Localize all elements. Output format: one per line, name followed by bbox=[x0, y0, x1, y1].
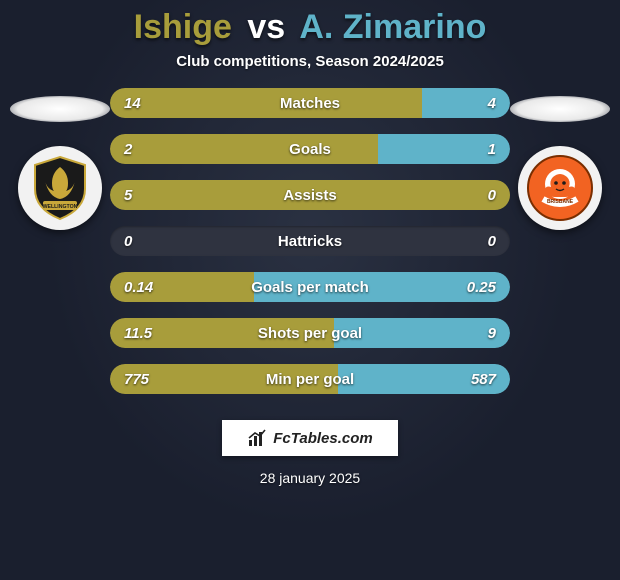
stat-value-right: 587 bbox=[471, 371, 496, 388]
stat-label: Matches bbox=[110, 95, 510, 112]
player2-name: A. Zimarino bbox=[299, 8, 486, 46]
svg-text:WELLINGTON: WELLINGTON bbox=[43, 204, 78, 210]
right-club-badge: BRISBANE bbox=[518, 146, 602, 230]
stat-label: Goals per match bbox=[110, 279, 510, 296]
player1-name: Ishige bbox=[134, 8, 232, 46]
stat-bar: 11.5Shots per goal9 bbox=[110, 318, 510, 348]
brand-text: FcTables.com bbox=[273, 430, 372, 447]
content-area: WELLINGTON BRISBANE 14Matches4 2Goals1 5As… bbox=[0, 88, 620, 394]
svg-text:BRISBANE: BRISBANE bbox=[547, 199, 574, 205]
stat-value-right: 9 bbox=[488, 325, 496, 342]
left-club-badge: WELLINGTON bbox=[18, 146, 102, 230]
stat-bar: 2Goals1 bbox=[110, 134, 510, 164]
date-label: 28 january 2025 bbox=[0, 470, 620, 486]
stat-value-right: 1 bbox=[488, 141, 496, 158]
player2-halo bbox=[510, 96, 610, 122]
stat-label: Assists bbox=[110, 187, 510, 204]
chart-icon bbox=[247, 428, 267, 448]
brand-badge[interactable]: FcTables.com bbox=[222, 420, 398, 456]
wellington-phoenix-icon: WELLINGTON bbox=[25, 153, 95, 223]
stat-bar: 775Min per goal587 bbox=[110, 364, 510, 394]
stat-value-right: 0 bbox=[488, 187, 496, 204]
stat-value-right: 0 bbox=[488, 233, 496, 250]
stat-label: Hattricks bbox=[110, 233, 510, 250]
stat-bar: 0.14Goals per match0.25 bbox=[110, 272, 510, 302]
stat-value-right: 0.25 bbox=[467, 279, 496, 296]
stat-bar: 14Matches4 bbox=[110, 88, 510, 118]
title-vs: vs bbox=[247, 8, 285, 46]
brisbane-roar-icon: BRISBANE bbox=[525, 153, 595, 223]
stat-label: Min per goal bbox=[110, 371, 510, 388]
comparison-title: Ishige vs A. Zimarino bbox=[0, 0, 620, 47]
competition-subtitle: Club competitions, Season 2024/2025 bbox=[0, 53, 620, 70]
stat-bar: 5Assists0 bbox=[110, 180, 510, 210]
stat-label: Goals bbox=[110, 141, 510, 158]
stat-bar: 0Hattricks0 bbox=[110, 226, 510, 256]
stat-value-right: 4 bbox=[488, 95, 496, 112]
player1-halo bbox=[10, 96, 110, 122]
stats-bars: 14Matches42Goals15Assists00Hattricks00.1… bbox=[110, 88, 510, 394]
stat-label: Shots per goal bbox=[110, 325, 510, 342]
